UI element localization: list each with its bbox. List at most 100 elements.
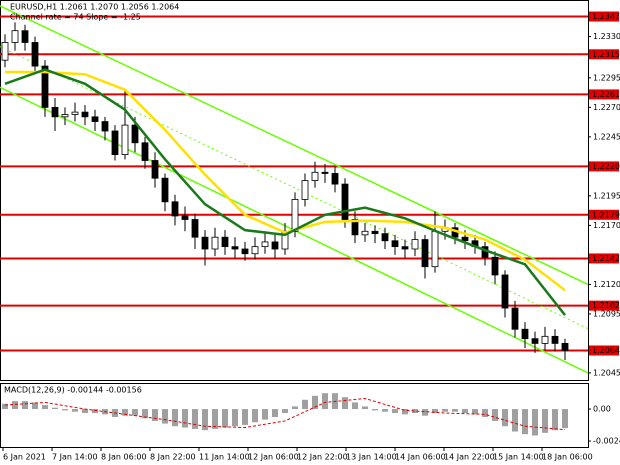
candle-body: [541, 335, 549, 344]
macd-bar: [552, 409, 558, 431]
x-tick-label: 12 Jan 06:00: [248, 453, 299, 462]
level-label: 1.2179: [592, 210, 620, 219]
level-label: 1.2142: [592, 254, 620, 263]
candle-body: [31, 42, 39, 67]
candle-body: [301, 180, 309, 200]
candle-body: [211, 236, 219, 250]
moving-average: [4, 68, 566, 316]
candle-body: [191, 219, 199, 238]
macd-bar: [422, 409, 428, 416]
candle-body: [11, 30, 19, 43]
candle-body: [501, 274, 509, 309]
macd-panel: [0, 383, 589, 448]
level-label: 1.2281: [592, 90, 620, 99]
candle-body: [251, 246, 259, 255]
macd-bar: [172, 409, 178, 427]
x-tick-label: 13 Jan 14:00: [346, 453, 397, 462]
y-tick-label: -0.00242: [593, 437, 620, 446]
macd-bar: [242, 409, 248, 425]
candle-body: [201, 236, 209, 250]
candle-body: [551, 335, 559, 344]
level-box: [589, 253, 619, 264]
candle-body: [161, 177, 169, 203]
chart-subtitle: Channel rate = 74 Slope = -1.25: [10, 13, 141, 22]
macd-bar: [502, 409, 508, 427]
candle-body: [381, 233, 389, 242]
macd-bar: [162, 409, 168, 424]
candle-body: [391, 240, 399, 248]
candle-body: [221, 236, 229, 248]
candle-body: [371, 230, 379, 235]
candle-body: [261, 241, 269, 248]
x-tick-label: 8 Jan 22:00: [150, 453, 196, 462]
level-box: [589, 49, 619, 60]
macd-bar: [302, 399, 308, 410]
macd-bar: [362, 406, 368, 410]
macd-bar: [212, 409, 218, 429]
price-panel: [0, 0, 589, 381]
x-tick-label: 14 Jan 06:00: [395, 453, 446, 462]
macd-bar: [152, 409, 158, 421]
candle-body: [71, 111, 79, 115]
macd-bar: [142, 409, 148, 419]
y-tick-label: 1.2195: [593, 191, 620, 200]
x-tick-label: 7 Jan 14:00: [52, 453, 98, 462]
macd-title: MACD(12,26,9) -0.00144 -0.00156: [4, 386, 142, 395]
x-tick-label: 14 Jan 22:00: [444, 453, 495, 462]
macd-bar: [442, 409, 448, 412]
level-box: [589, 209, 619, 220]
macd-bar: [352, 402, 358, 410]
moving-average: [5, 70, 566, 292]
macd-bar: [262, 409, 268, 420]
candle-body: [171, 201, 179, 217]
candle-body: [461, 236, 469, 242]
macd-bar: [452, 409, 458, 412]
macd-bar: [192, 409, 198, 429]
candle-body: [401, 246, 409, 250]
macd-bar: [42, 405, 48, 410]
candle-body: [231, 246, 239, 250]
macd-bar: [482, 409, 488, 417]
level-box: [589, 11, 619, 22]
x-tick-label: 8 Jan 06:00: [101, 453, 147, 462]
level-box: [589, 161, 619, 172]
candle-body: [1, 42, 9, 61]
level-label: 1.2220: [592, 162, 620, 171]
candle-body: [51, 106, 59, 118]
candle-body: [421, 239, 429, 268]
macd-bar: [312, 395, 318, 410]
channel-middle: [0, 46, 589, 330]
candle-body: [61, 114, 69, 118]
macd-bar: [12, 401, 18, 410]
macd-bar: [382, 409, 388, 412]
candle-body: [521, 328, 529, 340]
macd-bar: [472, 409, 478, 415]
y-tick-label: 1.2120: [593, 280, 620, 289]
macd-bar: [462, 409, 468, 414]
macd-bar: [282, 409, 288, 414]
x-tick-label: 18 Jan 06:00: [542, 453, 593, 462]
macd-bar: [402, 409, 408, 415]
macd-bar: [132, 409, 138, 416]
candle-body: [341, 183, 349, 220]
macd-bar: [32, 402, 38, 410]
candle-body: [321, 171, 329, 174]
level-label: 1.2315: [592, 50, 620, 59]
macd-bar: [292, 406, 298, 410]
candle-body: [111, 130, 119, 155]
macd-bar: [222, 409, 228, 428]
candle-body: [241, 248, 249, 255]
candle-body: [81, 111, 89, 118]
y-tick-label: 1.2045: [593, 368, 620, 377]
macd-bar: [52, 407, 58, 410]
candle-body: [411, 239, 419, 250]
macd-bar: [62, 409, 68, 411]
candle-body: [121, 124, 129, 155]
candle-body: [131, 124, 139, 144]
candle-body: [91, 116, 99, 122]
candle-body: [561, 343, 569, 351]
candle-body: [431, 230, 439, 268]
chart-title: EURUSD,H1 1.2061 1.2070 1.2056 1.2064: [10, 3, 179, 12]
macd-bar: [202, 409, 208, 431]
